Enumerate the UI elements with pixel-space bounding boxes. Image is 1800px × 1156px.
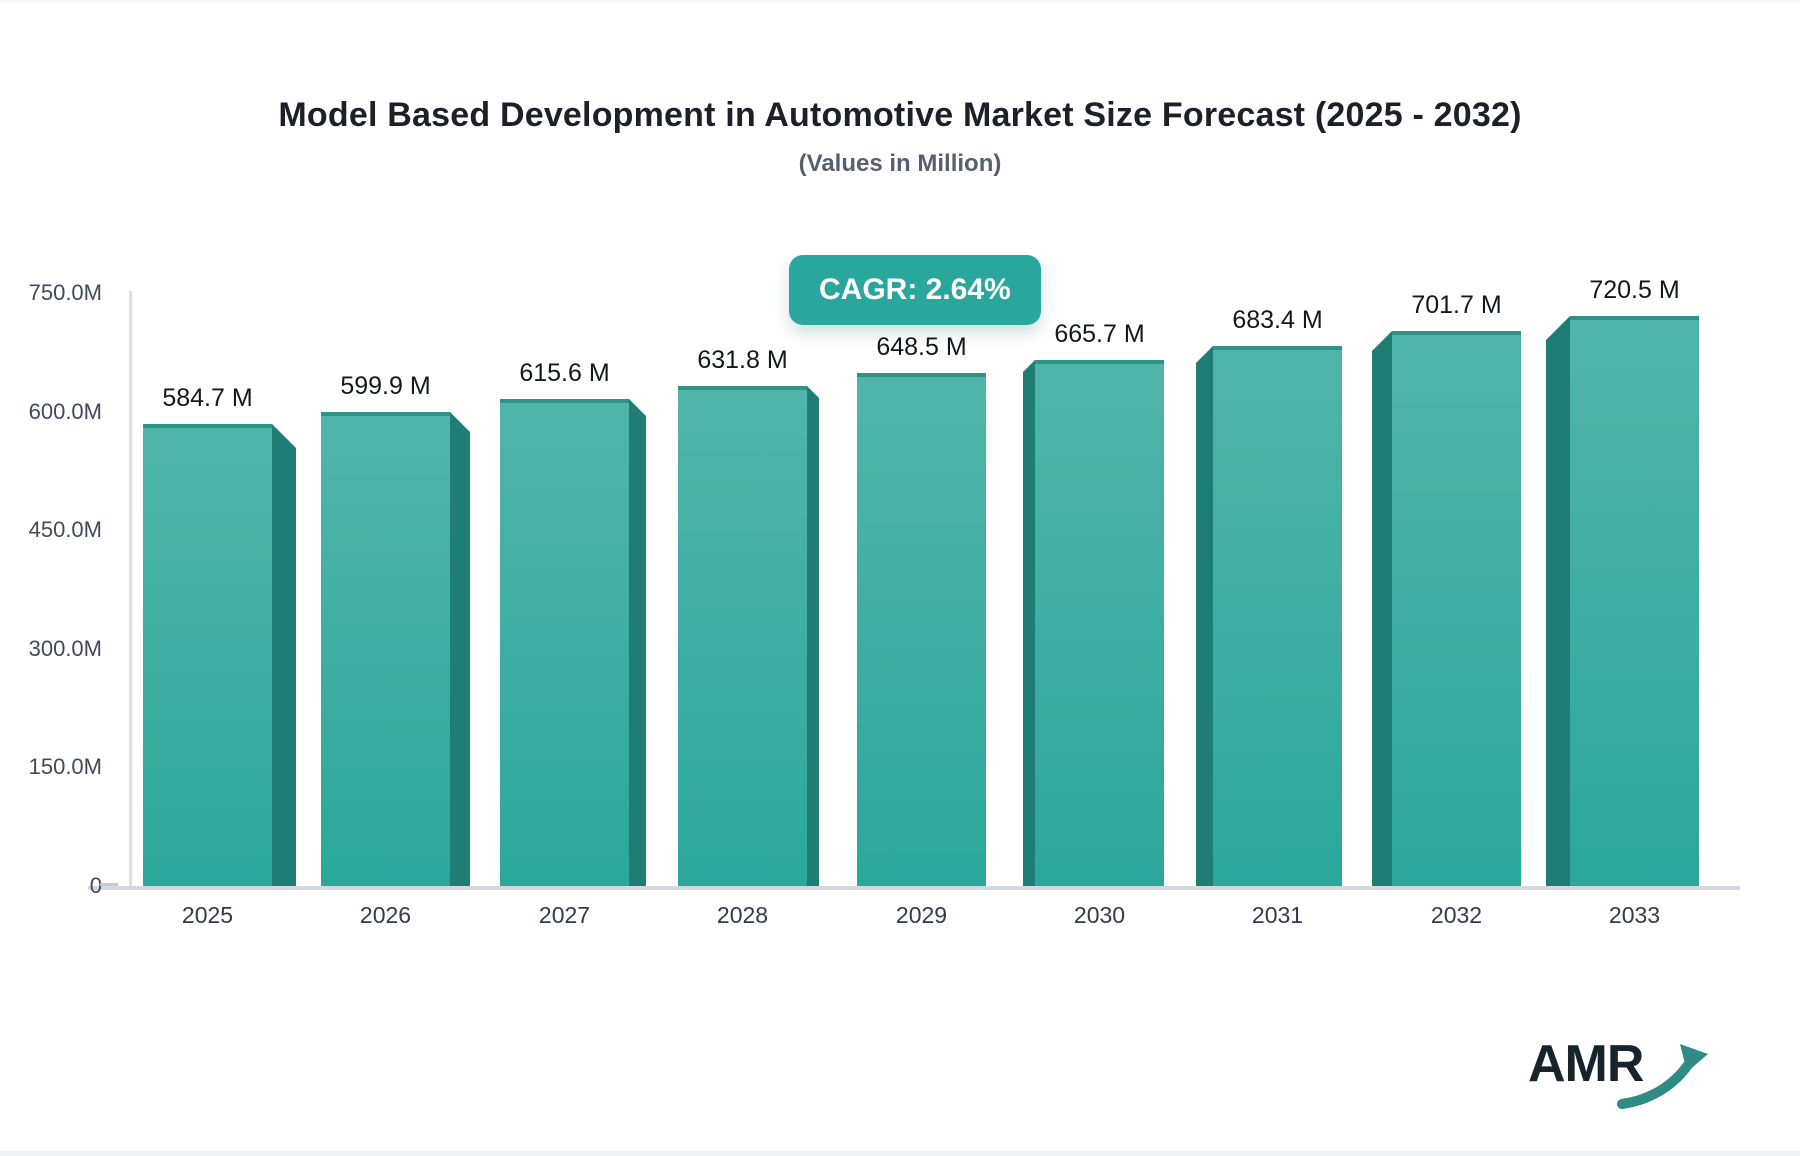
bar-2030-side-face xyxy=(1023,360,1035,886)
amr-logo: AMR xyxy=(1528,1032,1728,1112)
amr-logo-text: AMR xyxy=(1528,1035,1644,1093)
x-axis-label-2031: 2031 xyxy=(1251,902,1304,928)
bar-2029[interactable] xyxy=(857,373,986,886)
x-axis-label-2025: 2025 xyxy=(181,902,234,928)
bar-value-label-2026: 599.9 M xyxy=(340,372,431,400)
bar-2027-side-face xyxy=(629,399,646,886)
x-axis-label-2032: 2032 xyxy=(1430,902,1483,928)
bar-2025-side-face xyxy=(272,424,296,886)
bottom-edge-strip xyxy=(0,1151,1800,1156)
bar-value-label-2031: 683.4 M xyxy=(1232,306,1323,334)
y-tick-label: 750.0M xyxy=(28,280,102,305)
bar-value-label-2032: 701.7 M xyxy=(1411,291,1502,319)
bar-2031[interactable] xyxy=(1213,346,1342,886)
bar-2026-side-face xyxy=(450,412,470,886)
y-tick-dash xyxy=(100,883,118,886)
x-axis-label-2029: 2029 xyxy=(895,902,948,928)
cagr-badge: CAGR: 2.64% xyxy=(789,255,1041,325)
x-axis-label-2033: 2033 xyxy=(1608,902,1661,928)
bar-2026[interactable] xyxy=(321,412,450,886)
y-axis-line xyxy=(129,291,132,888)
chart-title: Model Based Development in Automotive Ma… xyxy=(278,96,1522,134)
y-tick-label: 450.0M xyxy=(28,517,102,543)
bar-value-label-2027: 615.6 M xyxy=(519,359,610,387)
x-axis-label-2028: 2028 xyxy=(716,902,769,928)
growth-arrow-icon xyxy=(1617,1044,1708,1109)
y-tick-label: 300.0M xyxy=(28,635,102,661)
bar-2032-side-face xyxy=(1372,331,1392,886)
bar-2033[interactable] xyxy=(1570,316,1699,886)
bar-value-label-2033: 720.5 M xyxy=(1589,276,1680,304)
bar-2030[interactable] xyxy=(1035,360,1164,886)
top-edge-strip xyxy=(0,0,1800,3)
bar-2032[interactable] xyxy=(1392,331,1521,886)
bar-2025[interactable] xyxy=(143,424,272,886)
chart-subtitle: (Values in Million) xyxy=(798,150,1002,177)
x-axis-label-2030: 2030 xyxy=(1073,902,1126,928)
bar-value-label-2028: 631.8 M xyxy=(697,346,788,374)
bar-value-label-2025: 584.7 M xyxy=(162,384,253,412)
bar-value-label-2029: 648.5 M xyxy=(876,333,967,361)
y-tick-label: 150.0M xyxy=(28,754,102,780)
x-axis-label-2027: 2027 xyxy=(538,902,591,928)
x-axis-label-2026: 2026 xyxy=(359,902,412,928)
x-axis-line xyxy=(88,886,1740,890)
bar-2028-side-face xyxy=(807,386,819,886)
bar-2028[interactable] xyxy=(678,386,807,886)
y-tick-label: 600.0M xyxy=(28,398,102,424)
bar-2027[interactable] xyxy=(500,399,629,886)
y-tick-label: 0 xyxy=(89,873,102,898)
bar-value-label-2030: 665.7 M xyxy=(1054,320,1145,348)
bar-2033-side-face xyxy=(1546,316,1570,886)
bar-2031-side-face xyxy=(1196,346,1213,886)
